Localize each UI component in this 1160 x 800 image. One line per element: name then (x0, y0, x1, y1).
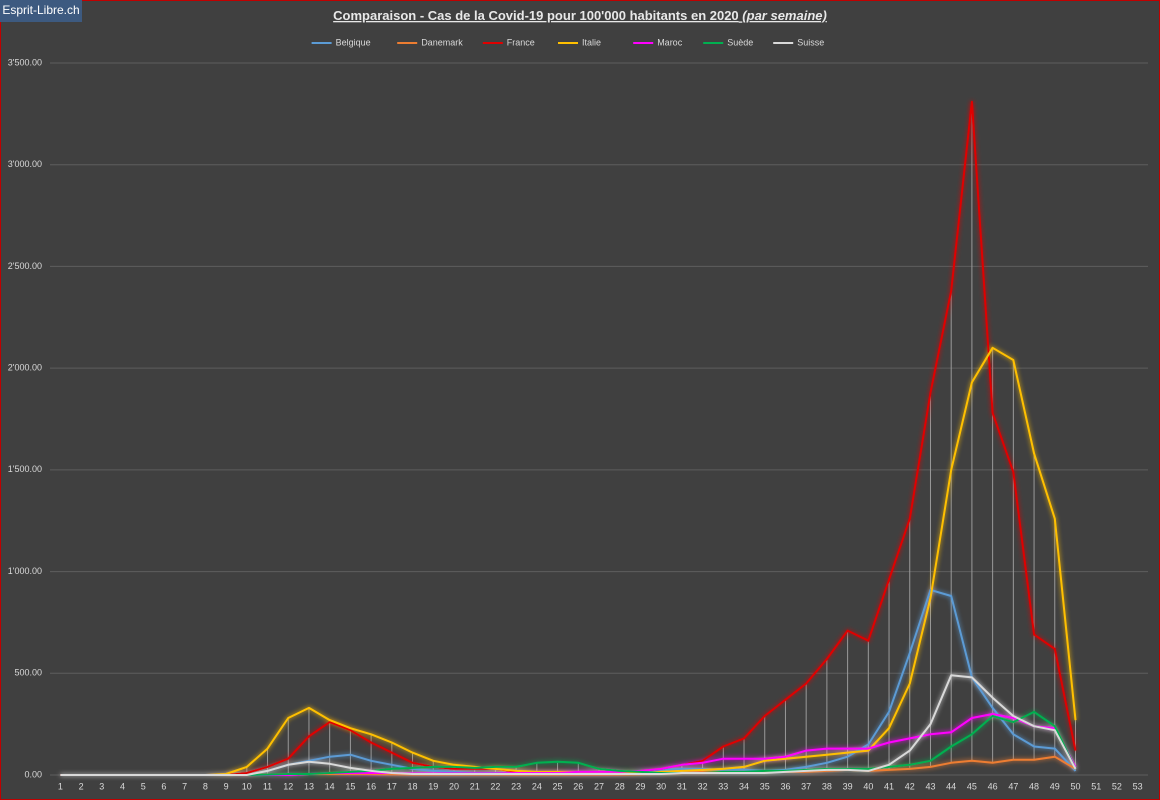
y-tick-label: 500.00 (14, 668, 42, 678)
x-tick-label: 19 (428, 781, 438, 791)
x-tick-label: 11 (263, 781, 272, 791)
x-tick-label: 21 (470, 781, 480, 791)
x-tick-label: 16 (366, 781, 376, 791)
subtitle: (par semaine) (742, 8, 827, 23)
x-tick-label: 32 (698, 781, 708, 791)
legend-label: Danemark (421, 37, 463, 47)
x-tick-label: 27 (594, 781, 604, 791)
x-tick-label: 20 (449, 781, 459, 791)
y-tick-label: 3'000.00 (8, 159, 42, 169)
y-tick-label: 2'000.00 (8, 363, 42, 373)
x-tick-label: 24 (532, 781, 542, 791)
x-tick-label: 53 (1133, 781, 1143, 791)
x-tick-label: 23 (511, 781, 521, 791)
brand-badge (0, 0, 82, 22)
x-tick-label: 44 (946, 781, 956, 791)
x-tick-label: 7 (182, 781, 187, 791)
x-tick-label: 37 (801, 781, 811, 791)
legend-label: Italie (582, 37, 601, 47)
x-tick-label: 45 (967, 781, 977, 791)
brand: Esprit-Libre.ch (2, 3, 79, 17)
x-tick-label: 49 (1050, 781, 1060, 791)
x-tick-label: 50 (1070, 781, 1080, 791)
x-tick-label: 40 (863, 781, 873, 791)
legend-label: Belgique (336, 37, 371, 47)
x-tick-label: 33 (718, 781, 728, 791)
x-tick-label: 43 (925, 781, 935, 791)
chart-title: Comparaison - Cas de la Covid-19 pour 10… (333, 8, 827, 23)
x-tick-label: 39 (843, 781, 853, 791)
x-tick-label: 47 (1008, 781, 1018, 791)
x-tick-label: 3 (99, 781, 104, 791)
x-tick-label: 51 (1091, 781, 1101, 791)
x-tick-label: 14 (325, 781, 335, 791)
x-tick-label: 18 (408, 781, 418, 791)
x-tick-label: 28 (615, 781, 625, 791)
x-tick-label: 36 (780, 781, 790, 791)
y-tick-label: 1'000.00 (8, 566, 42, 576)
x-tick-label: 12 (283, 781, 293, 791)
x-tick-label: 9 (224, 781, 229, 791)
x-tick-label: 8 (203, 781, 208, 791)
x-tick-label: 31 (677, 781, 687, 791)
x-tick-label: 4 (120, 781, 125, 791)
x-tick-label: 25 (553, 781, 563, 791)
x-tick-label: 30 (656, 781, 666, 791)
x-tick-label: 1 (58, 781, 63, 791)
x-tick-label: 22 (490, 781, 500, 791)
legend-label: France (507, 37, 535, 47)
title: Comparaison - Cas de la Covid-19 pour 10… (333, 8, 739, 23)
y-tick-label: 0.00 (24, 769, 42, 779)
x-tick-label: 6 (161, 781, 166, 791)
series-line (60, 674, 1077, 776)
x-tick-label: 17 (387, 781, 397, 791)
legend-label: Maroc (657, 37, 683, 47)
x-tick-label: 41 (884, 781, 894, 791)
y-tick-label: 1'500.00 (8, 464, 42, 474)
x-tick-label: 46 (988, 781, 998, 791)
x-tick-label: 38 (822, 781, 832, 791)
x-tick-label: 52 (1112, 781, 1122, 791)
y-tick-label: 3'500.00 (8, 57, 42, 67)
x-tick-label: 42 (905, 781, 915, 791)
x-tick-label: 15 (345, 781, 355, 791)
x-tick-label: 5 (141, 781, 146, 791)
legend-label: Suisse (797, 37, 824, 47)
x-tick-label: 2 (79, 781, 84, 791)
legend-label: Suède (727, 37, 753, 47)
x-tick-label: 34 (739, 781, 749, 791)
x-tick-label: 13 (304, 781, 314, 791)
x-tick-label: 35 (760, 781, 770, 791)
y-tick-label: 2'500.00 (8, 261, 42, 271)
x-tick-label: 26 (573, 781, 583, 791)
x-tick-label: 29 (635, 781, 645, 791)
x-tick-label: 10 (242, 781, 252, 791)
x-tick-label: 48 (1029, 781, 1039, 791)
